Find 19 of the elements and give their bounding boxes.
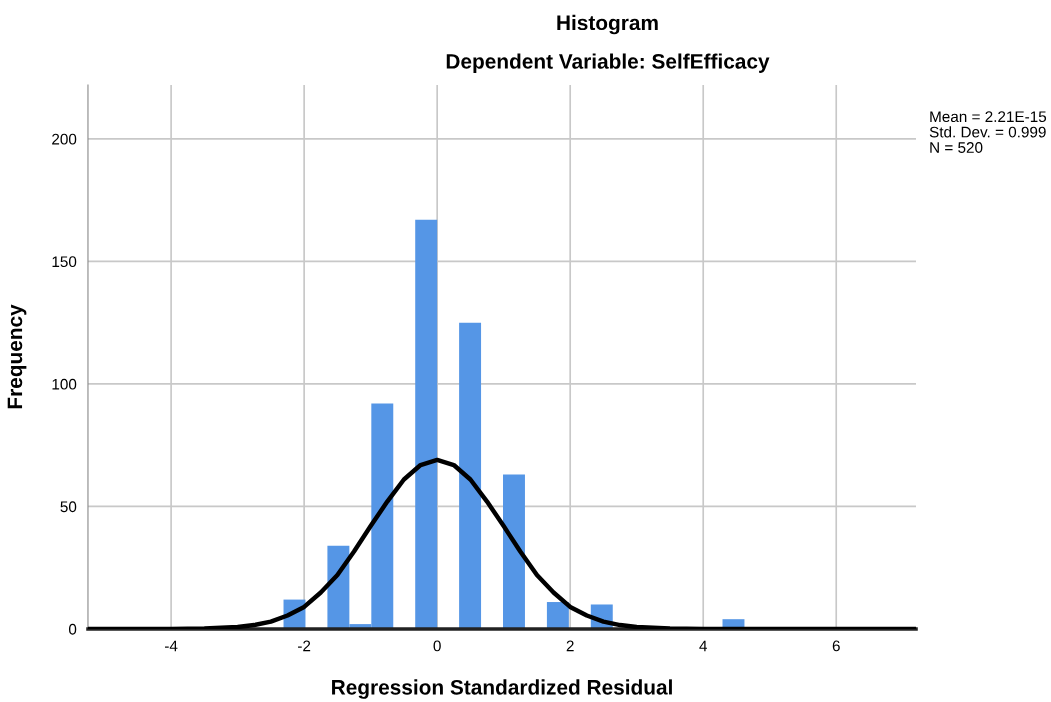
y-tick-label: 200 bbox=[52, 133, 77, 145]
y-tick-label: 150 bbox=[52, 256, 77, 268]
text: Std. Dev. = 0.999 bbox=[929, 126, 1046, 138]
y-tick-label: 50 bbox=[60, 501, 77, 513]
y-tick-label: 100 bbox=[52, 378, 77, 390]
chart-subtitle: Dependent Variable: SelfEfficacy bbox=[446, 53, 770, 73]
x-tick-label: 4 bbox=[699, 640, 708, 652]
line-series bbox=[87, 457, 917, 629]
text: N = 520 bbox=[930, 142, 983, 153]
x-axis-title: Regression Standardized Residual bbox=[332, 679, 672, 699]
x-tick-label: -2 bbox=[298, 640, 311, 652]
text: Mean = 2.21E-15 bbox=[930, 111, 1047, 123]
x-tick-label: 6 bbox=[832, 640, 840, 652]
y-tick-label: 0 bbox=[68, 623, 77, 635]
chart-title: Histogram bbox=[557, 14, 658, 35]
x-tick-label: 0 bbox=[433, 640, 441, 652]
y-axis-title: Frequency bbox=[7, 304, 27, 409]
x-tick-label: -4 bbox=[165, 640, 178, 652]
x-tick-label: 2 bbox=[566, 640, 574, 652]
